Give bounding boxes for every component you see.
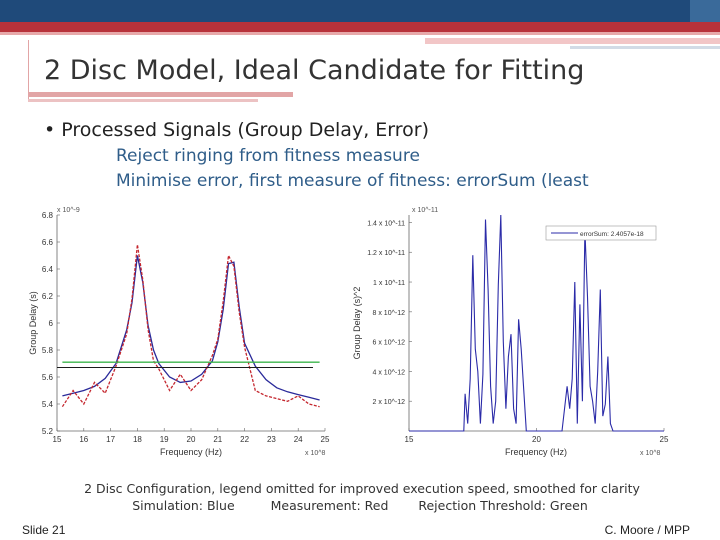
chart1-plot-area [57,215,325,431]
chart1-y-tick-label: 5.6 [42,373,54,382]
text-clip-mask [0,194,720,208]
chart1-y-tick-label: 5.4 [42,400,54,409]
chart2-ylabel: Group Delay (s)^2 [352,287,362,360]
header-band-red [0,22,720,32]
title-underline-thin [28,99,258,102]
chart2-series-error [409,214,664,432]
chart1-y-tick-label: 5.8 [42,346,54,355]
chart2-y-tick-label: 1 x 10^-11 [373,280,405,287]
chart2-y-tick-label: 6 x 10^-12 [373,340,406,347]
author-credit: C. Moore / MPP [604,523,690,537]
title-rule-vertical [28,40,29,100]
chart1-x-tick-label: 18 [133,435,142,444]
header-band-grey [570,46,720,49]
title-underline [28,92,293,97]
sub-point-2: Minimise error, first measure of fitness… [116,171,589,191]
chart1-y-tick-label: 6 [49,319,54,328]
header-band-light [425,38,720,44]
caption-measurement: Measurement: Red [270,498,389,513]
sub-point-1: Reject ringing from fitness measure [116,146,420,166]
header-band-blue [0,0,720,22]
chart1-x-tick-label: 21 [213,435,222,444]
header-band-pink [0,32,720,35]
chart2-x-exponent: x 10^8 [640,450,661,457]
chart1-x-tick-label: 19 [160,435,169,444]
chart2-y-tick-label: 1.2 x 10^-11 [367,250,405,257]
bullet-point: • Processed Signals (Group Delay, Error) [44,119,430,141]
chart1-x-tick-label: 16 [79,435,88,444]
chart2-legend-label: errorSum: 2.4057e-18 [580,231,644,238]
chart1-series-measurement [61,244,320,408]
chart2-xlabel: Frequency (Hz) [505,447,567,457]
chart2-x-tick-label: 15 [405,435,414,444]
chart1-x-tick-label: 24 [294,435,303,444]
chart1-x-tick-label: 15 [53,435,62,444]
chart1-x-tick-label: 23 [267,435,276,444]
group-delay-chart: 15 16 17 18 19 20 21 22 23 24 25 5.2 5.4 5.6 5.8 6 6.2 6.… [28,207,330,457]
chart1-x-tick-label: 17 [106,435,115,444]
chart2-x-tick-label: 25 [660,435,669,444]
chart1-y-tick-label: 6.6 [42,238,54,247]
chart1-x-tick-label: 20 [187,435,196,444]
chart2-y-tick-label: 2 x 10^-12 [373,399,406,406]
caption-simulation: Simulation: Blue [132,498,235,513]
chart1-series-simulation [62,255,320,401]
caption-line-2: Simulation: Blue Measurement: Red Reject… [0,498,720,513]
slide-number: Slide 21 [22,523,66,537]
chart1-x-tick-label: 25 [321,435,330,444]
chart2-plot-area [409,215,664,431]
caption-line-1: 2 Disc Configuration, legend omitted for… [84,481,640,496]
chart2-y-exponent: x 10^-11 [412,207,438,214]
chart1-ylabel: Group Delay (s) [28,291,38,355]
caption-threshold: Rejection Threshold: Green [418,498,588,513]
chart1-y-tick-label: 5.2 [42,427,54,436]
chart1-xlabel: Frequency (Hz) [160,447,222,457]
chart1-y-tick-label: 6.8 [42,211,54,220]
header-band-accent [690,0,720,22]
chart1-y-tick-label: 6.2 [42,292,54,301]
chart1-x-exponent: x 10^8 [305,450,326,457]
chart1-y-exponent: x 10^-9 [57,207,80,214]
slide-title: 2 Disc Model, Ideal Candidate for Fittin… [44,55,585,86]
chart2-y-tick-label: 8 x 10^-12 [373,310,406,317]
chart2-x-tick-label: 20 [532,435,541,444]
chart1-x-tick-label: 22 [240,435,249,444]
chart2-legend-box [545,225,657,241]
chart2-y-tick-label: 1.4 x 10^-11 [367,220,405,227]
chart1-y-tick-label: 6.4 [42,265,54,274]
error-chart: 15 20 25 2 x 10^-12 4 x 10^-12 6 x 10^-12 8 x … [352,207,669,457]
chart2-y-tick-label: 4 x 10^-12 [373,369,406,376]
